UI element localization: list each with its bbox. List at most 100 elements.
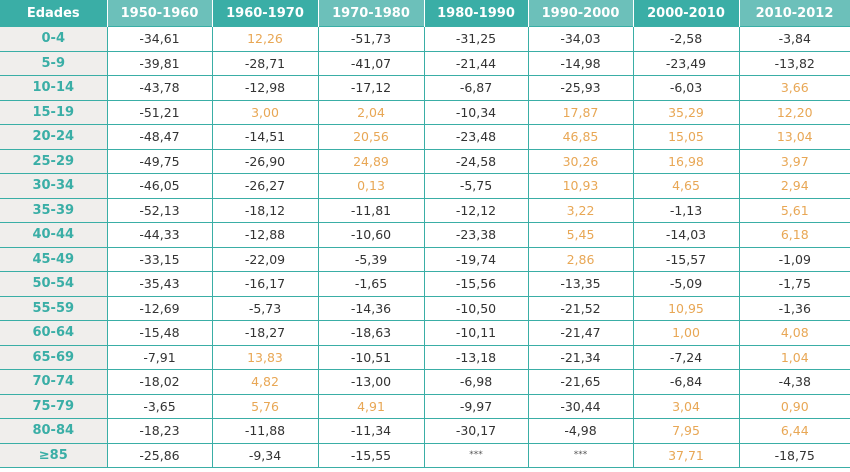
value-cell: 12,26 — [211, 26, 319, 52]
table-row: 60-64 -15,48 -18,27 -18,63 -10,11 -21,47 1,00 4… — [0, 320, 850, 346]
age-group-label: 40-44 — [0, 222, 108, 248]
value-cell: -33,15 — [106, 246, 213, 272]
value-cell: -21,47 — [527, 320, 634, 346]
value-cell: 16,98 — [632, 148, 740, 174]
age-group-label: 50-54 — [0, 271, 108, 297]
value-cell: 3,66 — [738, 75, 850, 101]
value-cell: -5,75 — [423, 173, 529, 199]
value-cell: -14,36 — [317, 295, 425, 321]
header-1970-1980: 1970-1980 — [318, 0, 425, 27]
value-cell: 20,56 — [317, 124, 425, 150]
value-cell: -11,81 — [317, 197, 425, 223]
value-cell: -16,17 — [211, 271, 319, 297]
value-cell: -26,90 — [211, 148, 319, 174]
value-cell: -1,75 — [738, 271, 850, 297]
table-row: 35-39 -52,13 -18,12 -11,81 -12,12 3,22 -1,13 5,… — [0, 197, 850, 223]
table-row: 45-49 -33,15 -22,09 -5,39 -19,74 2,86 -15,57 -1… — [0, 246, 850, 272]
table-row: 50-54 -35,43 -16,17 -1,65 -15,56 -13,35 -5,09-… — [0, 271, 850, 297]
value-cell: 13,04 — [738, 124, 850, 150]
value-cell: -11,34 — [317, 418, 425, 444]
age-group-label: ≥85 — [0, 442, 108, 468]
value-cell: -5,09 — [632, 271, 740, 297]
value-cell: -19,74 — [423, 246, 529, 272]
value-cell: 5,76 — [211, 393, 319, 419]
value-cell: 6,44 — [738, 418, 850, 444]
value-cell: -13,82 — [738, 50, 850, 76]
value-cell: -30,17 — [423, 418, 529, 444]
header-2000-2010: 2000-2010 — [633, 0, 740, 27]
age-group-label: 15-19 — [0, 99, 108, 125]
value-cell: -15,55 — [317, 442, 425, 468]
age-group-label: 35-39 — [0, 197, 108, 223]
header-row: Edades 1950-1960 1960-1970 1970-1980 198… — [0, 0, 850, 27]
table-row: 15-19 -51,21 3,00 2,04 -10,34 17,87 35,29 12,20 — [0, 99, 850, 125]
value-cell: -25,86 — [106, 442, 213, 468]
value-cell: -5,39 — [317, 246, 425, 272]
value-cell: 15,05 — [632, 124, 740, 150]
value-cell: *** — [527, 442, 634, 468]
value-cell: -10,34 — [423, 99, 529, 125]
value-cell: -7,24 — [632, 344, 740, 370]
value-cell: 4,65 — [632, 173, 740, 199]
value-cell: -12,98 — [211, 75, 319, 101]
value-cell: -11,88 — [211, 418, 319, 444]
value-cell: -1,36 — [738, 295, 850, 321]
value-cell: -10,11 — [423, 320, 529, 346]
value-cell: -34,03 — [527, 26, 634, 52]
value-cell: 4,08 — [738, 320, 850, 346]
age-group-label: 0-4 — [0, 26, 108, 52]
value-cell: -1,65 — [317, 271, 425, 297]
value-cell: -6,98 — [423, 369, 529, 395]
header-edades: Edades — [0, 0, 108, 27]
header-1950-1960: 1950-1960 — [107, 0, 213, 27]
value-cell: -1,13 — [632, 197, 740, 223]
age-group-label: 30-34 — [0, 173, 108, 199]
value-cell: -14,51 — [211, 124, 319, 150]
table-row: 55-59 -12,69 -5,73 -14,36 -10,50 -21,52 10,95-… — [0, 295, 850, 321]
age-group-label: 20-24 — [0, 124, 108, 150]
value-cell: 3,04 — [632, 393, 740, 419]
header-1980-1990: 1980-1990 — [424, 0, 529, 27]
header-1990-2000: 1990-2000 — [528, 0, 634, 27]
value-cell: 5,61 — [738, 197, 850, 223]
value-cell: 3,22 — [527, 197, 634, 223]
value-cell: -49,75 — [106, 148, 213, 174]
value-cell: 2,86 — [527, 246, 634, 272]
value-cell: -4,98 — [527, 418, 634, 444]
value-cell: -34,61 — [106, 26, 213, 52]
value-cell: -23,48 — [423, 124, 529, 150]
value-cell: -17,12 — [317, 75, 425, 101]
value-cell: 35,29 — [632, 99, 740, 125]
value-cell: -4,38 — [738, 369, 850, 395]
value-cell: -18,12 — [211, 197, 319, 223]
value-cell: -30,44 — [527, 393, 634, 419]
value-cell: -13,00 — [317, 369, 425, 395]
value-cell: -12,69 — [106, 295, 213, 321]
value-cell: -15,57 — [632, 246, 740, 272]
value-cell: -39,81 — [106, 50, 213, 76]
value-cell: -23,49 — [632, 50, 740, 76]
age-group-label: 65-69 — [0, 344, 108, 370]
value-cell: 2,04 — [317, 99, 425, 125]
value-cell: 5,45 — [527, 222, 634, 248]
table-row: 80-84 -18,23 -11,88 -11,34 -30,17 -4,98 7,95 6,… — [0, 418, 850, 444]
value-cell: 12,20 — [738, 99, 850, 125]
value-cell: -18,63 — [317, 320, 425, 346]
value-cell: 6,18 — [738, 222, 850, 248]
value-cell: -14,03 — [632, 222, 740, 248]
age-group-label: 80-84 — [0, 418, 108, 444]
value-cell: -12,88 — [211, 222, 319, 248]
value-cell: -23,38 — [423, 222, 529, 248]
value-cell: -51,73 — [317, 26, 425, 52]
value-cell: -22,09 — [211, 246, 319, 272]
value-cell: 37,71 — [632, 442, 740, 468]
table-row: 40-44 -44,33 -12,88 -10,60 -23,38 5,45 -14,03 6… — [0, 222, 850, 248]
age-group-label: 10-14 — [0, 75, 108, 101]
value-cell: 1,00 — [632, 320, 740, 346]
table-row: 0-4 -34,61 12,26 -51,73 -31,25 -34,03 -2,58 -3,… — [0, 26, 850, 52]
age-group-label: 55-59 — [0, 295, 108, 321]
value-cell: -21,34 — [527, 344, 634, 370]
value-cell: *** — [423, 442, 529, 468]
value-cell: -13,18 — [423, 344, 529, 370]
value-cell: -44,33 — [106, 222, 213, 248]
